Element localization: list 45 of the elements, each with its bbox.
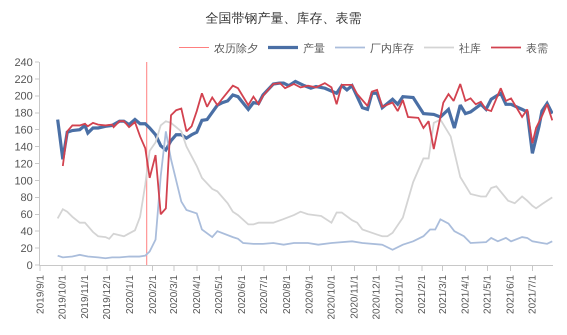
y-tick-label: 60 (20, 209, 33, 222)
x-tick-label: 2020/11/1 (350, 274, 361, 319)
x-tick-label: 2020/5/1 (214, 274, 226, 314)
y-tick-label: 140 (14, 141, 33, 154)
x-tick-label: 2020/4/1 (192, 274, 204, 314)
y-tick-label: 220 (14, 74, 33, 86)
legend-label: 产量 (303, 42, 325, 55)
x-tick-label: 2020/10/1 (326, 274, 338, 320)
x-tick-label: 2019/10/1 (57, 274, 68, 320)
x-tick-label: 2021/4/1 (460, 274, 472, 314)
x-tick-label: 2019/12/1 (102, 274, 114, 320)
x-tick-label: 2020/9/1 (304, 274, 316, 314)
x-tick-label: 2021/7/1 (528, 274, 539, 314)
legend-label: 社库 (459, 42, 481, 55)
line-series (56, 118, 553, 240)
x-tick-label: 2020/7/1 (259, 274, 270, 314)
y-tick-label: 100 (14, 175, 33, 188)
y-tick-label: 0 (26, 260, 33, 272)
y-tick-label: 240 (14, 56, 33, 69)
line-series (56, 130, 553, 260)
line-series (62, 82, 553, 216)
y-tick-label: 20 (20, 242, 33, 255)
x-tick-label: 2020/2/1 (148, 274, 159, 314)
x-tick-label: 2021/1/1 (394, 274, 406, 314)
x-tick-label: 2020/3/1 (169, 274, 180, 314)
y-tick-label: 120 (14, 158, 33, 170)
legend-label: 农历除夕 (214, 42, 258, 55)
x-tick-label: 2020/6/1 (236, 274, 248, 314)
y-tick-label: 80 (20, 192, 33, 204)
x-tick-label: 2020/12/1 (372, 274, 383, 320)
x-tick-label: 2020/1/1 (125, 274, 136, 314)
x-tick-label: 2021/6/1 (506, 274, 517, 314)
y-tick-label: 200 (14, 90, 33, 103)
x-tick-label: 2020/8/1 (282, 274, 293, 314)
x-tick-label: 2021/3/1 (438, 274, 449, 314)
x-tick-label: 2019/11/1 (80, 274, 92, 319)
legend-label: 厂内库存 (370, 42, 414, 55)
x-tick-label: 2019/9/1 (35, 274, 46, 314)
y-tick-label: 180 (14, 108, 33, 120)
y-tick-label: 40 (20, 226, 33, 238)
legend-label: 表需 (526, 42, 548, 55)
y-tick-label: 160 (14, 124, 33, 137)
x-tick-label: 2021/5/1 (482, 274, 494, 314)
x-tick-label: 2021/2/1 (417, 274, 428, 314)
chart-title: 全国带钢产量、库存、表需 (206, 10, 362, 26)
